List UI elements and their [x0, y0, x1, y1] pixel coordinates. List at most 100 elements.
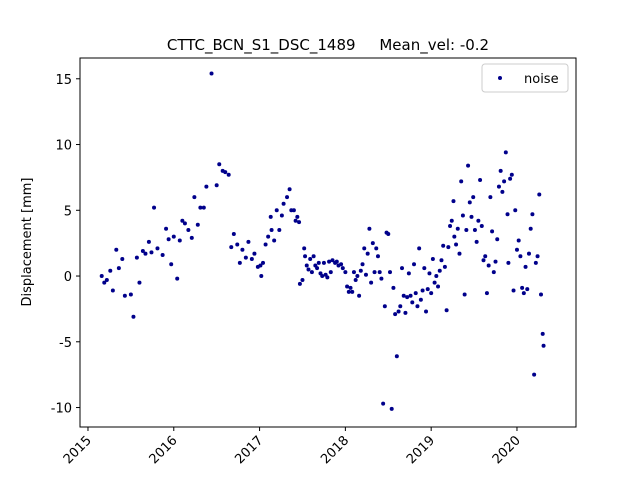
point	[379, 276, 384, 281]
point	[436, 284, 441, 289]
point	[479, 224, 484, 229]
point	[420, 288, 425, 293]
point	[434, 274, 439, 279]
point	[137, 280, 142, 285]
point	[295, 214, 300, 219]
point	[448, 224, 453, 229]
point	[389, 406, 394, 411]
point	[316, 260, 321, 265]
point	[293, 218, 298, 223]
point	[406, 271, 411, 276]
point	[429, 291, 434, 296]
point	[418, 297, 423, 302]
point	[311, 254, 316, 259]
point	[484, 291, 489, 296]
point	[520, 285, 525, 290]
point	[530, 212, 535, 217]
point	[277, 228, 282, 233]
point	[297, 220, 302, 225]
point	[437, 268, 442, 273]
point	[249, 256, 254, 261]
point	[152, 205, 157, 210]
point	[459, 179, 464, 184]
point	[377, 270, 382, 275]
point	[533, 260, 538, 265]
point	[369, 280, 374, 285]
point	[334, 259, 339, 264]
point	[189, 235, 194, 240]
point	[306, 267, 311, 272]
point	[350, 289, 355, 294]
point	[237, 260, 242, 265]
point	[182, 221, 187, 226]
point	[320, 274, 325, 279]
point	[279, 213, 284, 218]
point	[169, 262, 174, 267]
point	[166, 237, 171, 242]
point	[518, 254, 523, 259]
point	[330, 258, 335, 263]
point	[291, 208, 296, 213]
point	[272, 238, 277, 243]
point	[116, 266, 121, 271]
point	[502, 179, 507, 184]
point	[496, 184, 501, 189]
legend-label: noise	[524, 72, 559, 87]
point	[261, 260, 266, 265]
point	[466, 163, 471, 168]
point	[360, 262, 365, 267]
point	[525, 287, 530, 292]
point	[102, 280, 107, 285]
point	[258, 263, 263, 268]
point	[476, 218, 481, 223]
point	[467, 200, 472, 205]
point	[537, 192, 542, 197]
point	[370, 241, 375, 246]
point	[110, 288, 115, 293]
point	[235, 242, 240, 247]
y-tick-label: 15	[55, 73, 72, 88]
point	[454, 242, 459, 247]
point	[424, 309, 429, 314]
point	[120, 256, 125, 261]
point	[328, 270, 333, 275]
point	[417, 246, 422, 251]
point	[412, 262, 417, 267]
point	[430, 256, 435, 261]
point	[375, 254, 380, 259]
point	[382, 304, 387, 309]
point	[439, 258, 444, 263]
point	[355, 274, 360, 279]
point	[452, 234, 457, 239]
point	[472, 228, 477, 233]
point	[405, 295, 410, 300]
point	[365, 251, 370, 256]
point	[287, 187, 292, 192]
point	[339, 262, 344, 267]
point	[353, 277, 358, 282]
point	[346, 289, 351, 294]
point	[493, 259, 498, 264]
point	[315, 266, 320, 271]
point	[155, 246, 160, 251]
point	[268, 214, 273, 219]
point	[309, 270, 314, 275]
point	[415, 304, 420, 309]
point	[486, 263, 491, 268]
point	[160, 252, 165, 257]
point	[483, 254, 488, 259]
point	[351, 270, 356, 275]
point	[358, 268, 363, 273]
point	[432, 280, 437, 285]
legend-box	[481, 63, 569, 93]
point	[481, 258, 486, 263]
point	[274, 208, 279, 213]
point	[478, 178, 483, 183]
point	[114, 247, 119, 252]
point	[393, 312, 398, 317]
point	[516, 238, 521, 243]
point	[446, 245, 451, 250]
point	[441, 243, 446, 248]
point	[508, 176, 513, 181]
point	[345, 284, 350, 289]
